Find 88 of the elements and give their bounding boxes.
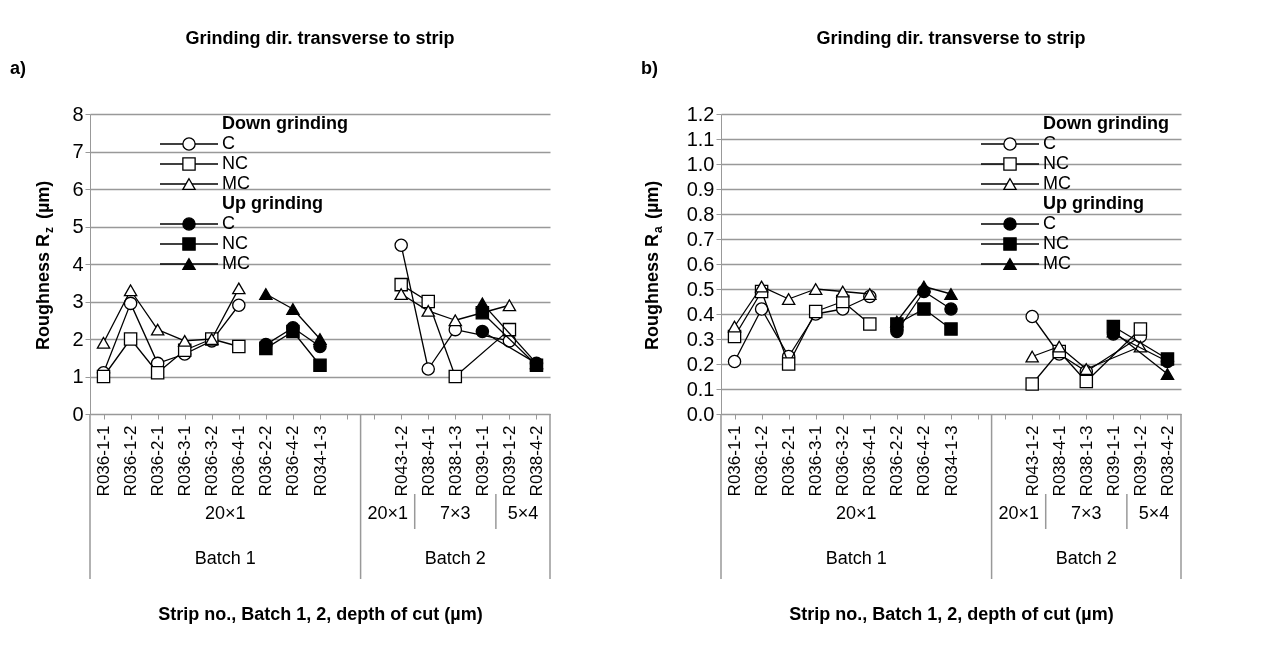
x-tick-label: R043-1-2 (1022, 425, 1042, 497)
x-tick-label: R034-1-3 (310, 425, 330, 497)
text: a) (10, 58, 27, 78)
x-tick-label: R038-1-3 (445, 425, 465, 497)
x-tick-label: R038-4-2 (1157, 425, 1177, 497)
y-tick-label: 5 (72, 215, 84, 237)
legend-label: NC (222, 233, 248, 253)
x-tick-label: R036-3-1 (175, 425, 195, 497)
x-tick-label: R039-1-2 (1130, 425, 1150, 497)
x-tick-label: R036-2-2 (256, 425, 276, 497)
annotation: Up grinding (222, 193, 323, 213)
y-tick-label: 0.7 (686, 227, 715, 250)
legend-title: Down grinding (222, 113, 348, 133)
legend-label: C (1043, 213, 1056, 233)
legend-label: NC (1043, 153, 1069, 173)
legend-label: MC (1043, 173, 1071, 193)
x-tick-label: R036-4-2 (914, 425, 934, 497)
x-tick-label: R039-1-2 (499, 425, 519, 497)
x-axis-title: Strip no., Batch 1, 2, depth of cut (µm) (789, 604, 1114, 625)
text: 20×1 (836, 503, 877, 523)
y-tick-label: 1.2 (686, 102, 715, 125)
x-tick-label: R036-3-1 (806, 425, 826, 497)
y-tick-label: 0.1 (686, 377, 715, 400)
y-tick-label: 0.6 (686, 252, 715, 275)
text: 20×1 (998, 503, 1039, 523)
annotation: Up grinding (1043, 193, 1144, 213)
chart-title: Grinding dir. transverse to strip (185, 28, 455, 48)
text: 20×1 (367, 503, 408, 523)
x-tick-label: R036-1-2 (752, 425, 772, 497)
legend-label: C (222, 213, 235, 233)
y-tick-label: 0.9 (686, 177, 715, 200)
legend-label: MC (222, 253, 250, 273)
text: Batch 2 (424, 548, 486, 568)
x-tick-label: R036-1-1 (725, 425, 745, 497)
x-tick-label: R036-1-1 (94, 425, 114, 497)
y-tick-label: 3 (72, 290, 84, 312)
x-axis-title: Strip no., Batch 1, 2, depth of cut (µm) (158, 604, 483, 625)
legend-title: Down grinding (1043, 113, 1169, 133)
y-tick-label: 0.4 (686, 302, 715, 325)
x-tick-label: R036-2-2 (887, 425, 907, 497)
x-tick-label: R038-4-1 (1049, 425, 1069, 497)
x-tick-label: R036-4-2 (283, 425, 303, 497)
x-tick-label: R036-2-1 (779, 425, 799, 497)
y-tick-label: 7 (72, 140, 84, 162)
x-tick-label: R043-1-2 (391, 425, 411, 497)
legend-label: MC (1043, 253, 1071, 273)
y-tick-label: 4 (72, 252, 84, 275)
x-tick-label: R038-1-3 (1076, 425, 1096, 497)
y-tick-label: 1.0 (686, 152, 715, 175)
text: Batch 1 (194, 548, 256, 568)
x-tick-label: R036-1-2 (121, 425, 141, 497)
y-tick-label: 0 (72, 402, 84, 425)
x-tick-label: R036-2-1 (148, 425, 168, 497)
y-tick-label: 0.5 (686, 277, 715, 300)
y-axis-title: Roughness Rz (µm) (33, 180, 56, 351)
y-tick-label: 6 (72, 177, 84, 200)
text: 20×1 (205, 503, 246, 523)
x-tick-label: R038-4-2 (526, 425, 546, 497)
legend-label: C (1043, 133, 1056, 153)
y-axis-title: Roughness Ra (µm) (642, 180, 665, 351)
legend-label: NC (222, 153, 248, 173)
x-tick-label: R036-4-1 (860, 425, 880, 497)
x-tick-label: R034-1-3 (941, 425, 961, 497)
x-tick-label: R036-4-1 (229, 425, 249, 497)
text: 7×3 (1071, 503, 1102, 523)
chart-title: Grinding dir. transverse to strip (816, 28, 1086, 48)
y-tick-label: 8 (72, 102, 84, 125)
text: 5×4 (1138, 503, 1170, 523)
x-tick-label: R038-4-1 (418, 425, 438, 497)
x-tick-label: R039-1-1 (472, 425, 492, 497)
y-tick-label: 0.8 (686, 202, 715, 225)
y-tick-label: 1.1 (686, 127, 715, 150)
x-tick-label: R036-3-2 (833, 425, 853, 497)
y-tick-label: 0.3 (686, 327, 715, 350)
y-tick-label: 0.2 (686, 352, 715, 375)
legend-label: MC (222, 173, 250, 193)
y-tick-label: 1 (72, 365, 84, 387)
legend-label: NC (1043, 233, 1069, 253)
y-tick-label: 2 (72, 327, 84, 350)
text: b) (641, 58, 658, 78)
y-tick-label: 0.0 (686, 402, 715, 425)
x-tick-label: R036-3-2 (202, 425, 222, 497)
text: Batch 2 (1055, 548, 1117, 568)
legend-label: C (222, 133, 235, 153)
x-tick-label: R039-1-1 (1103, 425, 1123, 497)
text: 5×4 (507, 503, 539, 523)
text: Batch 1 (825, 548, 887, 568)
text: 7×3 (440, 503, 471, 523)
